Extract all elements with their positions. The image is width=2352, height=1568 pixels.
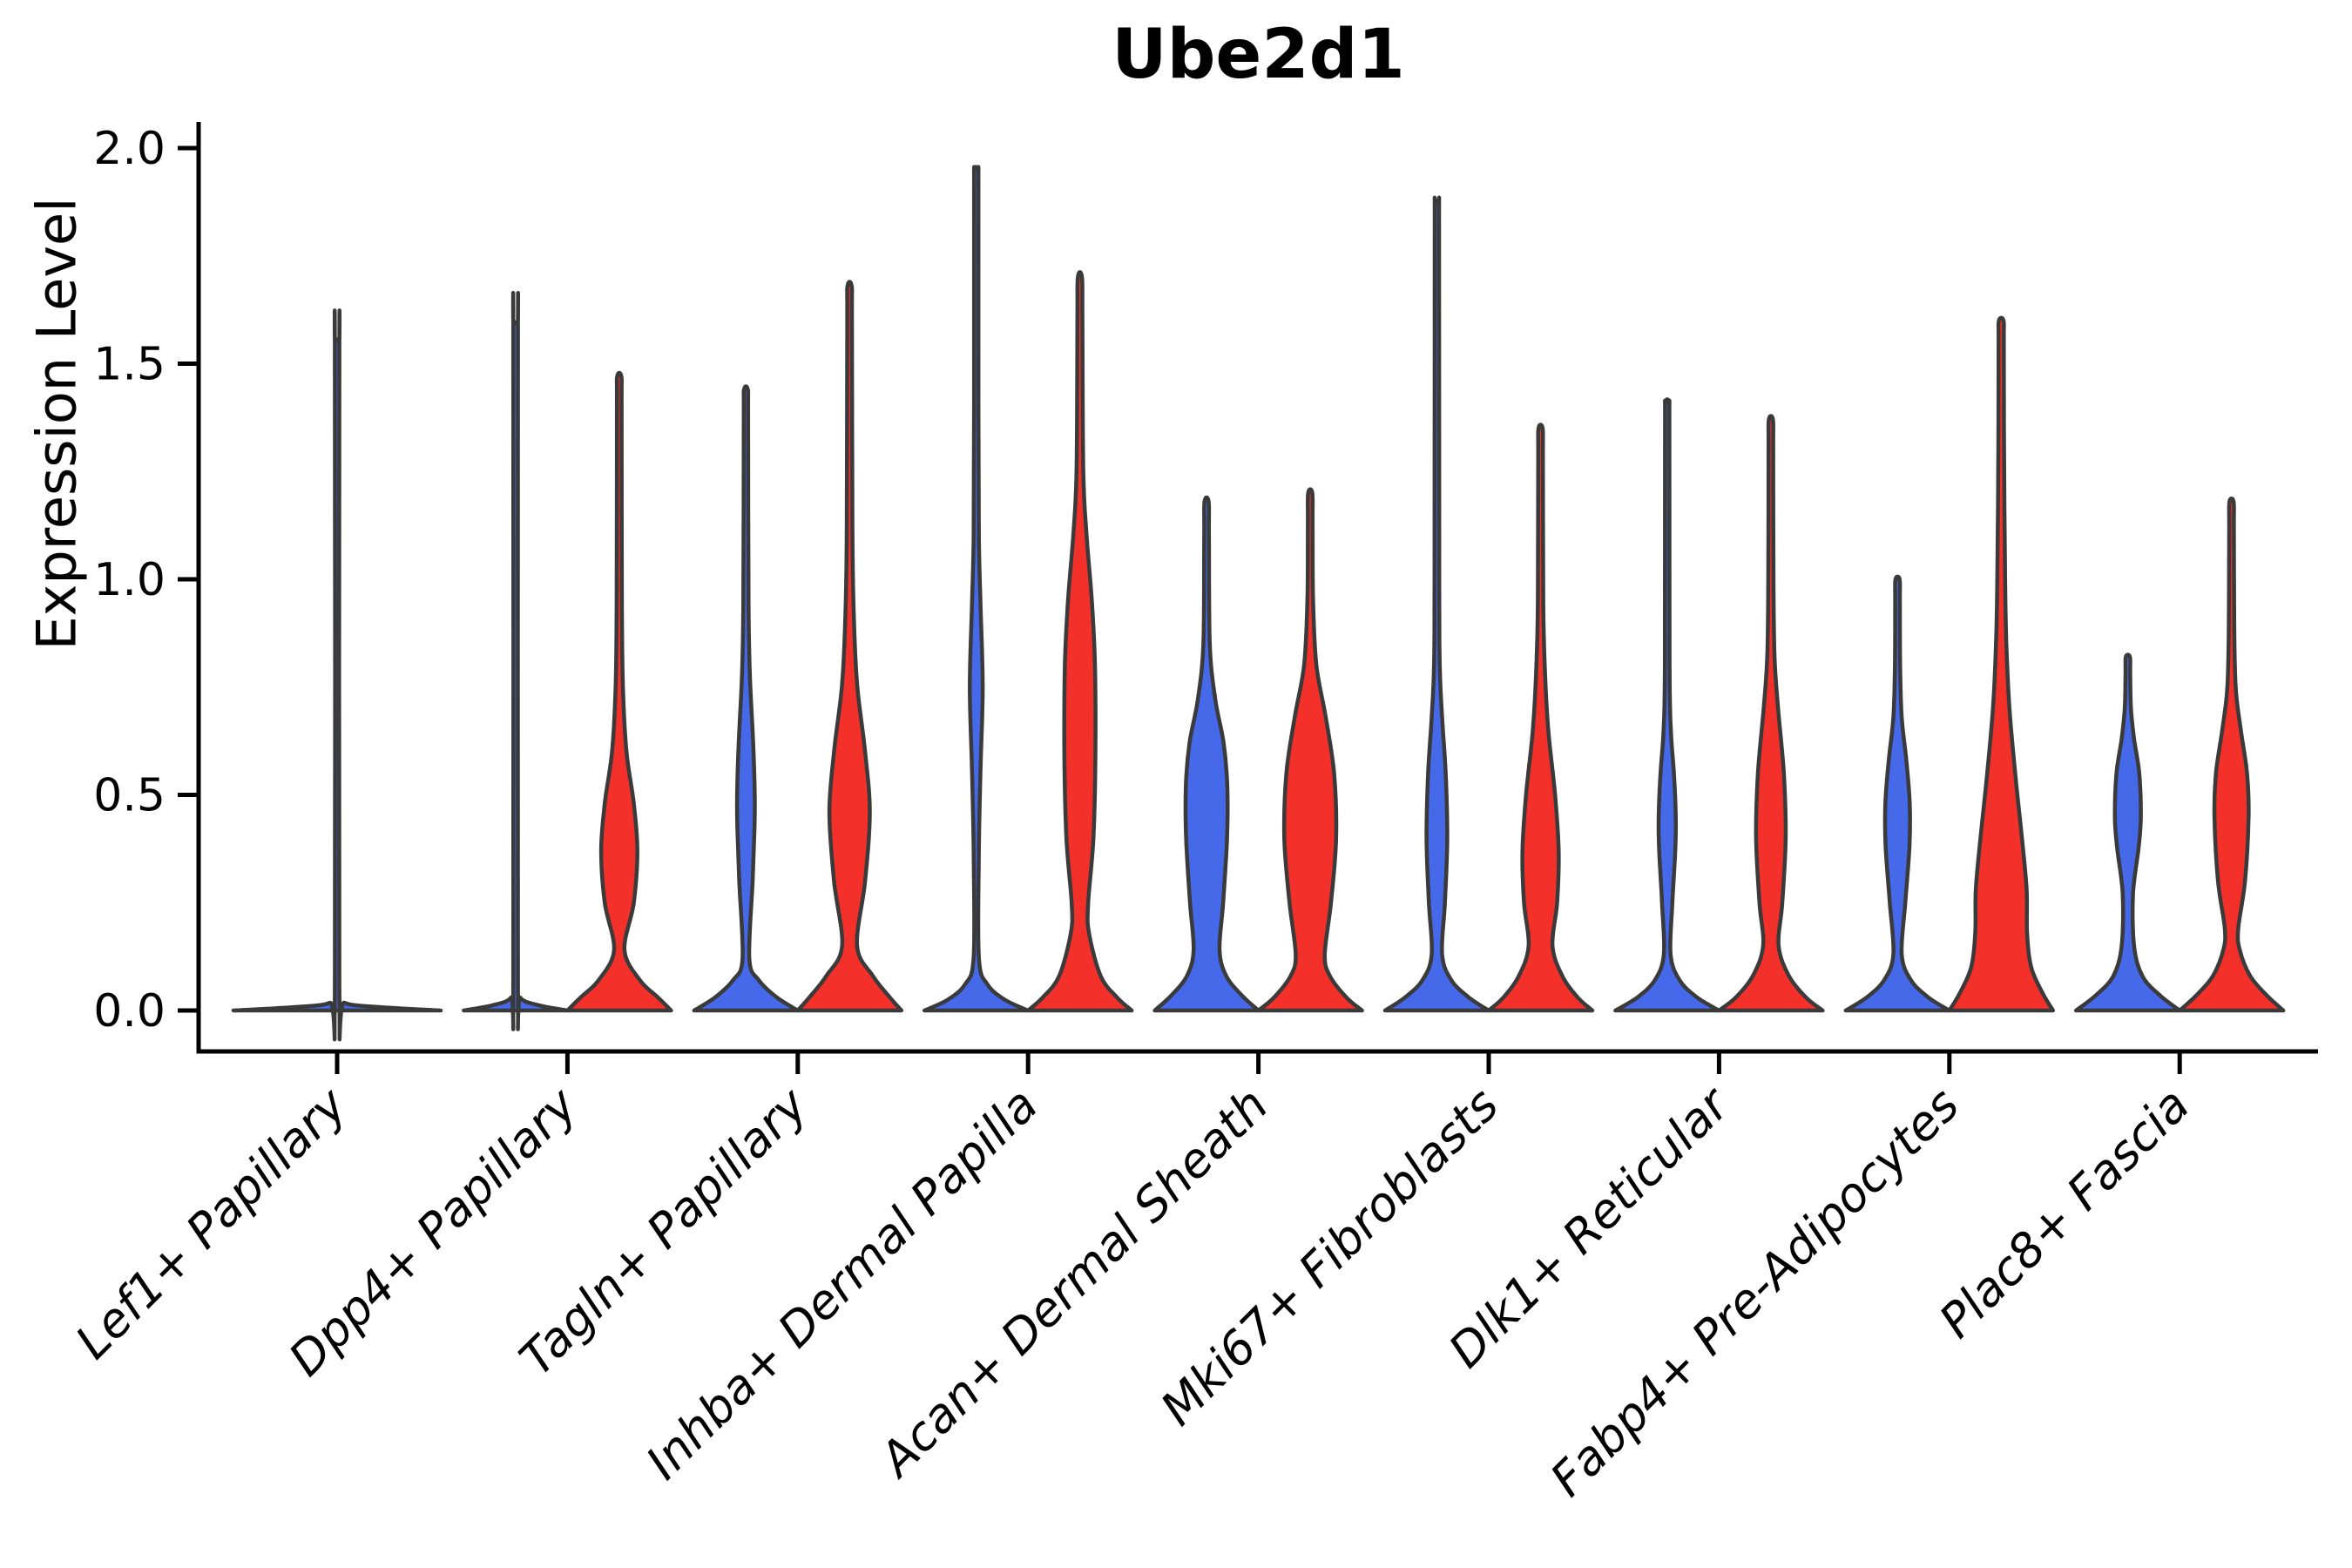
violin-red-7 <box>1947 315 2056 1013</box>
chart-title: Ube2d1 <box>1112 16 1405 94</box>
y-tick-label: 1.0 <box>93 554 166 606</box>
violin-red-1 <box>565 370 673 1013</box>
violin-blue-5 <box>1382 195 1491 1013</box>
violin-red-5 <box>1486 422 1595 1013</box>
violin-single-0 <box>231 308 443 1042</box>
y-tick-label: 1.5 <box>93 339 166 391</box>
violin-blue-3 <box>922 165 1031 1013</box>
violin-blue-2 <box>692 384 801 1013</box>
x-tick-label-4: Acan+ Dermal Sheath <box>868 1078 1279 1489</box>
y-axis-label: Expression Level <box>24 197 89 651</box>
violin-red-4 <box>1256 487 1364 1013</box>
violin-red-2 <box>795 280 904 1013</box>
violin-blue-4 <box>1152 495 1260 1013</box>
y-tick-label: 2.0 <box>93 123 166 175</box>
x-tick-label-7: Fabp4+ Pre-Adipocytes <box>1540 1078 1970 1507</box>
y-tick-label: 0.5 <box>93 770 166 822</box>
x-tick-label-8: Plac8+ Fascia <box>1929 1078 2200 1348</box>
axes-layer <box>178 122 2318 1074</box>
violin-red-6 <box>1717 414 1825 1013</box>
violin-blue-6 <box>1613 397 1721 1013</box>
violin-red-3 <box>1025 270 1134 1013</box>
violin-blue-7 <box>1843 574 1952 1013</box>
violin-red-8 <box>2177 497 2286 1013</box>
violin-blue-8 <box>2073 652 2182 1013</box>
x-tick-label-3: Inhba+ Dermal Papilla <box>636 1078 1049 1490</box>
violins-layer <box>231 165 2286 1042</box>
y-tick-label: 0.0 <box>93 985 166 1037</box>
violin-blue-1 <box>462 290 570 1031</box>
